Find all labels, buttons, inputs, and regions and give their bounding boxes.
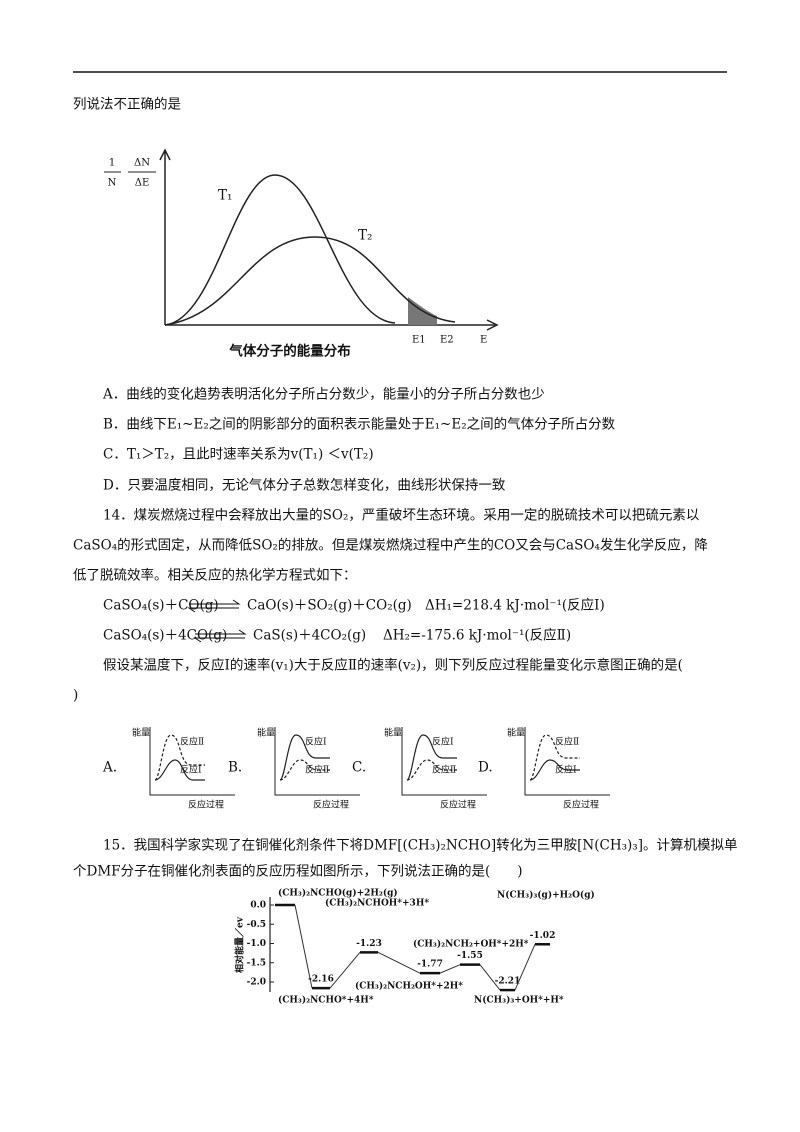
equation-products: CaO(s)＋SO₂(g)＋CO₂(g) (247, 598, 412, 614)
curve (279, 759, 330, 781)
curve (279, 734, 330, 781)
y-label: ΔE (135, 178, 150, 189)
x-label: 反应过程 (313, 799, 349, 811)
connector (329, 952, 361, 989)
y-tick-label: -0.5 (247, 920, 266, 930)
text-line: 低了脱硫效率。相关反应的热化学方程式如下： (73, 567, 357, 584)
axes (524, 727, 610, 796)
species-label: (CH₃)₂NCHO(g)+2H₂(g) (278, 888, 398, 899)
x-label: 反应过程 (188, 799, 224, 811)
connector (479, 964, 501, 991)
axes (274, 727, 360, 796)
curve (529, 759, 580, 781)
curve-label: 反应Ⅰ (432, 736, 454, 748)
x-label: E2 (440, 335, 454, 346)
equation-reactants: CaSO₄(s)＋4CO(g) (103, 628, 227, 644)
curve-label: T₁ (218, 188, 232, 204)
y-tick-label: -1.5 (247, 958, 266, 968)
caption: 气体分子的能量分布 (228, 343, 351, 360)
equilibrium-arrow (193, 629, 247, 643)
curve-label: 反应Ⅰ (305, 736, 327, 748)
y-label: 能量 (132, 727, 150, 739)
curve (406, 734, 457, 781)
option-letter: D. (478, 760, 493, 776)
x-label: E (480, 335, 487, 346)
connector (514, 944, 536, 991)
text-line: 假设某温度下，反应Ⅰ的速率(v₁)大于反应Ⅱ的速率(v₂)，则下列反应过程能量变… (103, 657, 683, 674)
curve (406, 759, 457, 781)
level-value: -1.77 (417, 960, 443, 970)
level-value: -1.02 (530, 931, 556, 941)
curve-t2 (164, 236, 456, 326)
curve-label: 反应Ⅰ (555, 764, 577, 776)
arrow (159, 148, 171, 161)
curve-label: 反应Ⅱ (180, 736, 204, 748)
y-label: 能量 (384, 727, 402, 739)
option-letter: C. (352, 760, 366, 776)
text-line: 15．我国科学家实现了在铜催化剂条件下将DMF[(CH₃)₂NCHO]转化为三甲… (103, 837, 737, 854)
option-letter: B. (228, 760, 242, 776)
text-line: 列说法不正确的是 (73, 97, 181, 113)
text-line: 个DMF分子在铜催化剂表面的反应历程如图所示，下列说法正确的是( ) (73, 863, 523, 880)
species-label: (CH₃)₂NCHOH*+3H* (325, 898, 429, 909)
curve-label: T₂ (358, 228, 372, 244)
level-value: -2.16 (308, 975, 334, 985)
species-label: (CH₃)₂NCHO*+4H* (278, 995, 374, 1006)
arrow (486, 319, 499, 331)
curve-label: 反应Ⅱ (305, 764, 329, 776)
x-label: 反应过程 (440, 799, 476, 811)
equation-enthalpy: ΔH₂=-175.6 kJ·mol⁻¹(反应Ⅱ) (383, 627, 571, 644)
figure-1 (104, 148, 499, 331)
curve-label: 反应Ⅱ (432, 764, 456, 776)
equation-enthalpy: ΔH₁=218.4 kJ·mol⁻¹(反应Ⅰ) (425, 597, 605, 614)
axes (401, 727, 487, 796)
option: A．曲线的变化趋势表明活化分子所占分数少，能量小的分子所占分数也少 (102, 387, 545, 403)
equilibrium-arrow (187, 599, 241, 613)
text-line: CaSO₄的形式固定，从而降低SO₂的排放。但是煤炭燃烧过程中产生的CO又会与C… (73, 537, 708, 554)
curve (529, 734, 580, 781)
equation-products: CaS(s)＋4CO₂(g) (253, 628, 366, 644)
connector (439, 964, 461, 974)
option: D．只要温度相同，无论气体分子总数怎样变化，曲线形状保持一致 (103, 478, 506, 494)
species-label: N(CH₃)₃(g)+H₂O(g) (497, 890, 595, 901)
y-label: 能量 (257, 727, 275, 739)
curve (154, 759, 205, 781)
curve-label: 反应Ⅰ (180, 764, 202, 776)
y-label: 相对能量／ev (234, 916, 246, 973)
y-label: 1 (109, 158, 115, 169)
species-label: (CH₃)₂NCH₂OH*+2H* (355, 981, 463, 992)
axes (149, 727, 235, 796)
connector (377, 951, 421, 974)
x-label: 反应过程 (563, 799, 599, 811)
level-value: -2.21 (495, 977, 521, 987)
x-label: E1 (412, 335, 426, 346)
connector (294, 904, 313, 989)
species-label: (CH₃)₂NCH₂+OH*+2H* (413, 939, 529, 950)
curve (154, 734, 205, 781)
y-label: 能量 (507, 727, 525, 739)
y-tick-label: -2.0 (247, 978, 266, 988)
option-letter: A. (102, 760, 117, 776)
y-tick-label: -1.0 (247, 939, 266, 949)
text-line: 14．煤炭燃烧过程中会释放出大量的SO₂，严重破坏生态环境。采用一定的脱硫技术可… (103, 507, 700, 524)
option: C．T₁＞T₂，且此时速率关系为v(T₁) ＜v(T₂) (103, 446, 374, 463)
curve-t1 (164, 174, 396, 326)
option: B．曲线下E₁~E₂之间的阴影部分的面积表示能量处于E₁~E₂之间的气体分子所占… (103, 417, 616, 433)
text-line: ) (73, 688, 78, 704)
level-value: -1.55 (457, 951, 483, 961)
y-tick-label: 0.0 (250, 901, 266, 911)
y-label: N (108, 178, 117, 189)
equation-reactants: CaSO₄(s)＋CO(g) (103, 598, 219, 614)
species-label: N(CH₃)₃+OH*+H* (474, 995, 564, 1006)
y-label: ΔN (134, 158, 150, 169)
level-value: -1.23 (356, 939, 382, 949)
curve-label: 反应Ⅱ (555, 736, 579, 748)
